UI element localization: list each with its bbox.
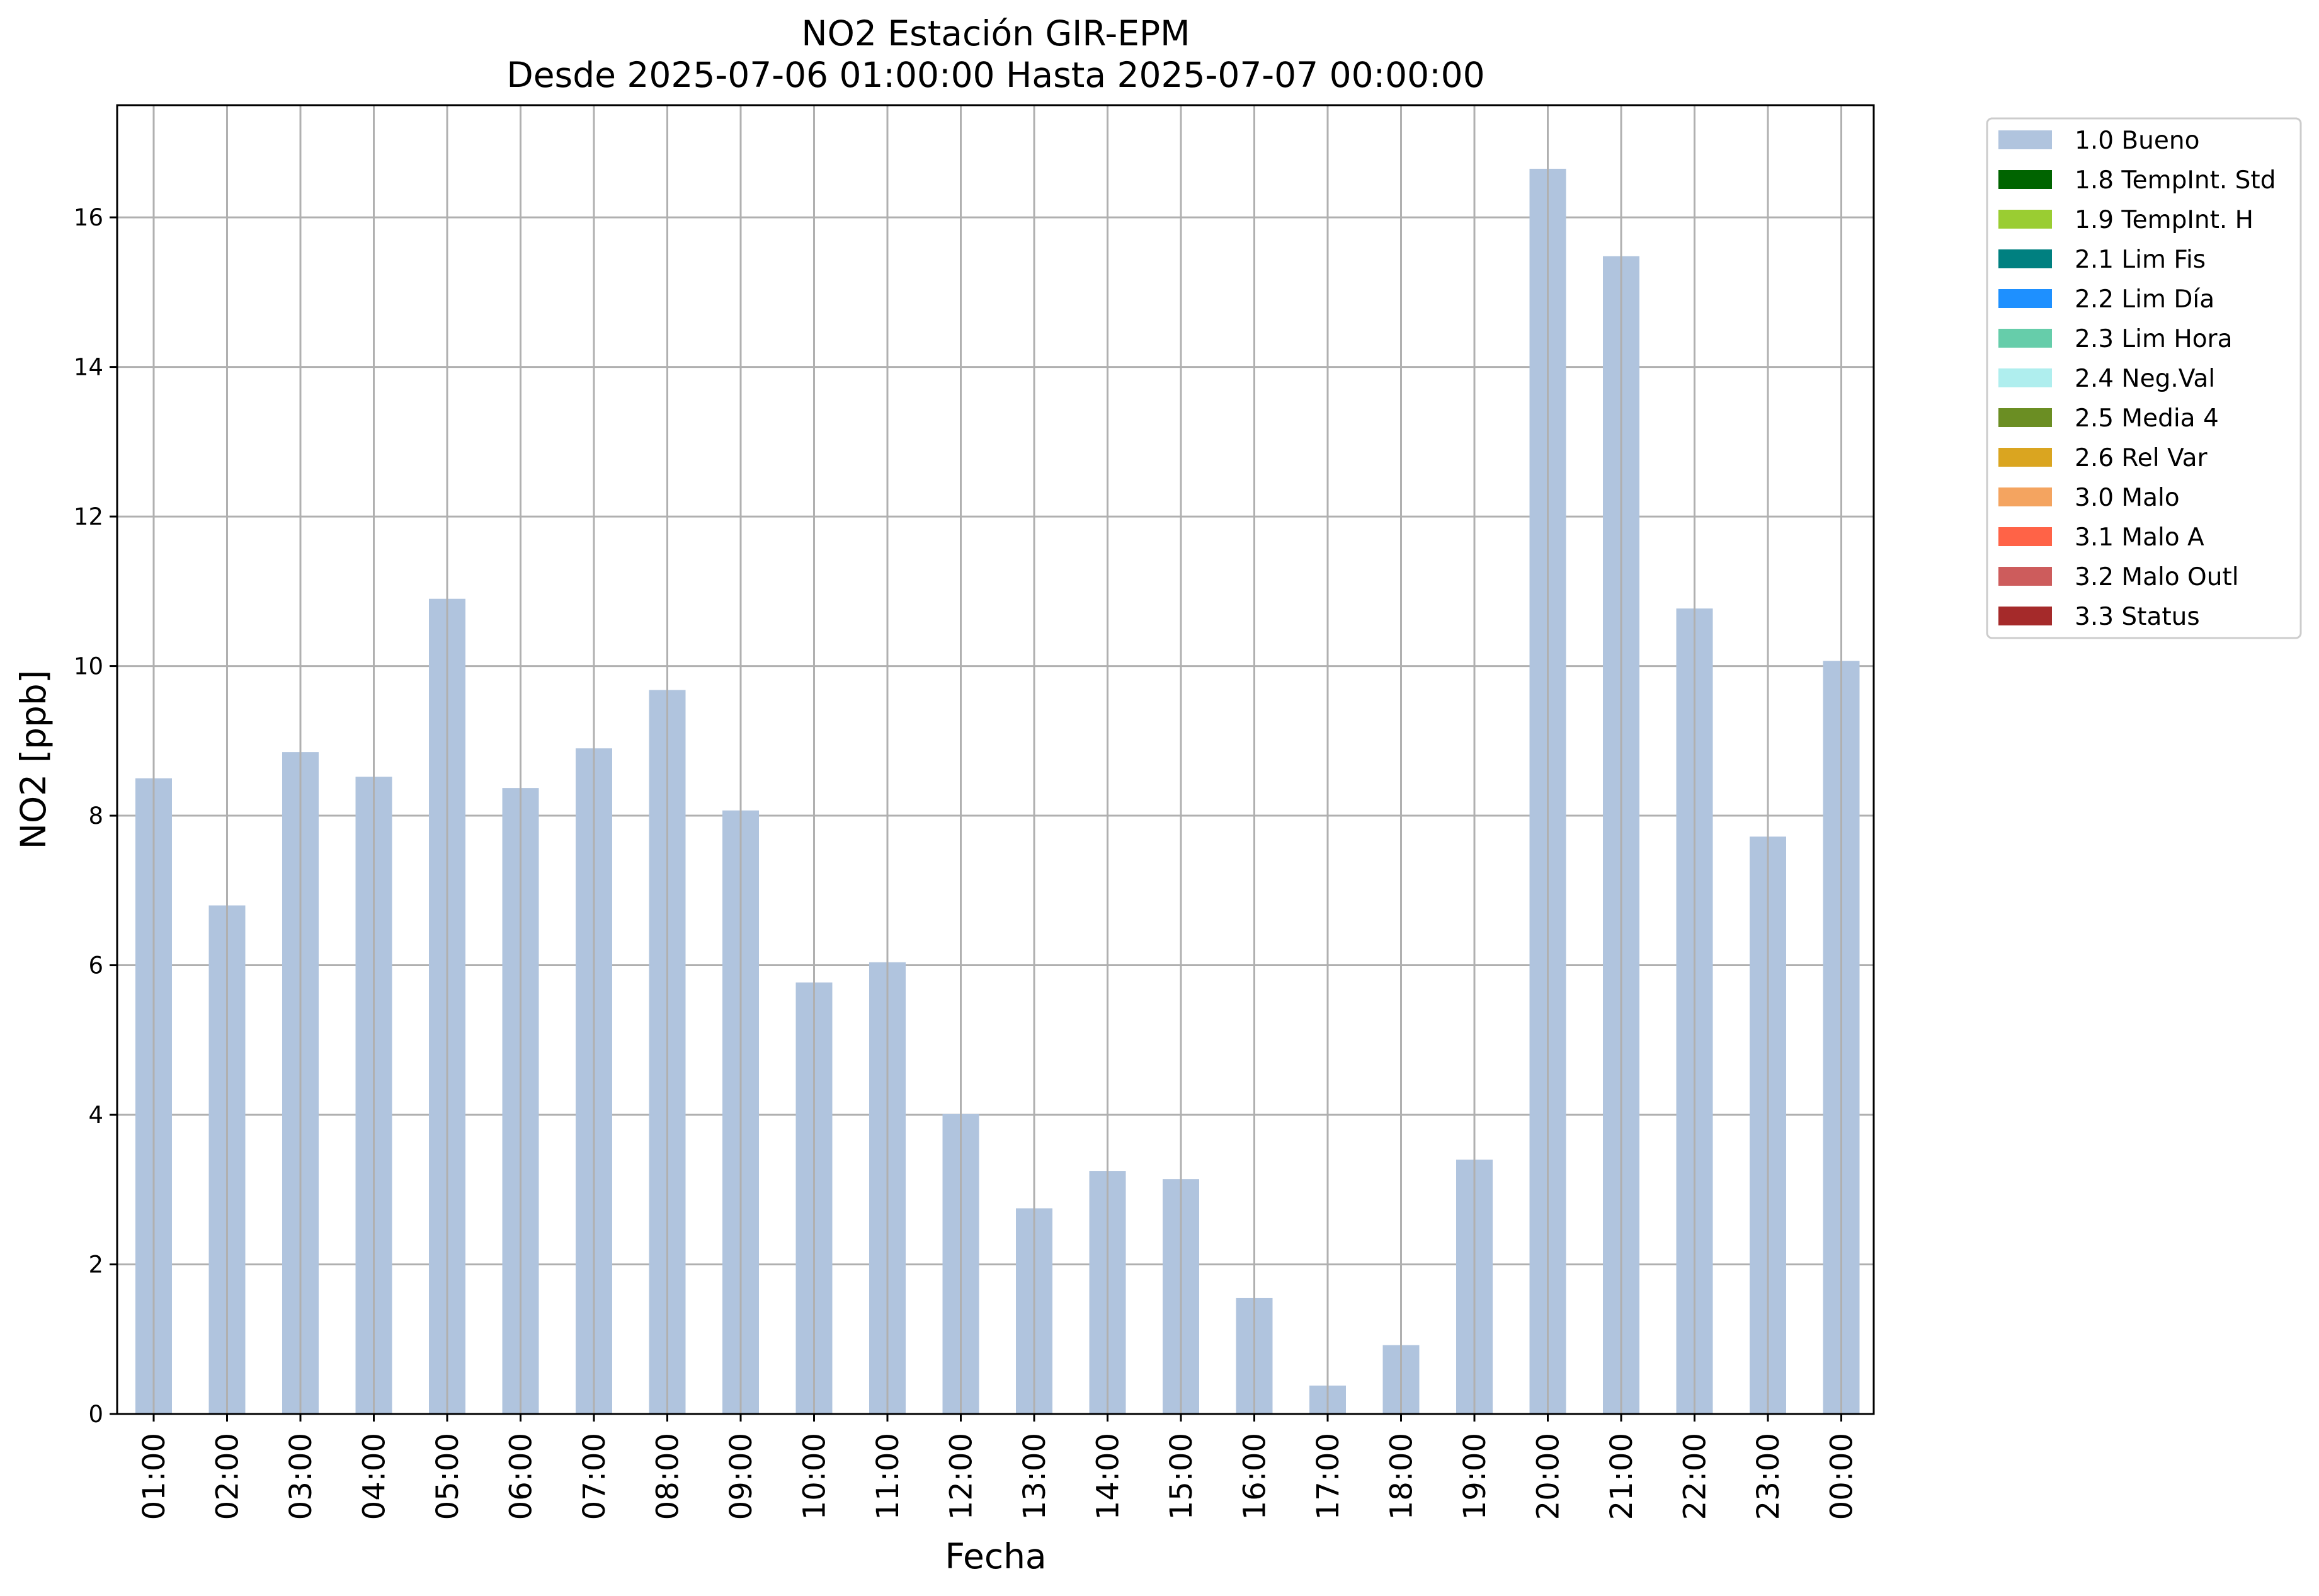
x-tick-label: 10:00 — [797, 1433, 833, 1520]
y-tick-label: 12 — [74, 503, 103, 530]
y-tick-label: 0 — [88, 1401, 103, 1428]
x-tick-label: 07:00 — [577, 1433, 612, 1520]
x-tick-label: 09:00 — [724, 1433, 759, 1520]
legend-swatch — [1998, 249, 2052, 268]
y-tick-label: 4 — [88, 1102, 103, 1129]
y-gridlines — [117, 216, 1874, 1266]
legend-label: 3.3 Status — [2075, 603, 2200, 631]
legend-swatch — [1998, 408, 2052, 427]
legend-label: 2.1 Lim Fis — [2075, 246, 2206, 274]
legend-swatch — [1998, 487, 2052, 506]
legend-swatch — [1998, 448, 2052, 467]
x-tick-label: 20:00 — [1531, 1433, 1566, 1520]
legend-label: 2.3 Lim Hora — [2075, 325, 2233, 353]
legend-swatch — [1998, 368, 2052, 387]
chart-legend: 1.0 Bueno 1.8 TempInt. Std 1.9 TempInt. H 2… — [1986, 117, 2302, 639]
chart-subtitle: Desde 2025-07-06 01:00:00 Hasta 2025-07-… — [506, 55, 1484, 95]
x-tick-label: 11:00 — [870, 1433, 906, 1520]
bar-series — [135, 168, 1860, 1415]
x-gridlines-overlay — [152, 105, 1842, 1414]
legend-label: 2.6 Rel Var — [2075, 444, 2208, 472]
x-tick-label: 14:00 — [1091, 1433, 1126, 1520]
x-tick-label: 05:00 — [430, 1433, 465, 1520]
x-tick-label: 15:00 — [1164, 1433, 1199, 1520]
legend-label: 3.2 Malo Outl — [2075, 563, 2239, 591]
legend-label: 3.1 Malo A — [2075, 523, 2204, 552]
x-axis-label: Fecha — [945, 1536, 1046, 1576]
x-tick-label: 01:00 — [137, 1433, 172, 1520]
legend-label: 3.0 Malo — [2075, 484, 2180, 512]
legend-label: 1.8 TempInt. Std — [2075, 166, 2276, 195]
legend-swatch — [1998, 527, 2052, 546]
y-tick-label: 2 — [88, 1251, 103, 1279]
x-tick-label: 23:00 — [1751, 1433, 1786, 1520]
x-tick-label: 16:00 — [1238, 1433, 1273, 1520]
x-tick-label: 08:00 — [651, 1433, 686, 1520]
y-tick-label: 10 — [74, 653, 103, 680]
plot-area-frame — [116, 104, 1875, 1415]
x-tick-label: 03:00 — [283, 1433, 319, 1520]
y-tick-label: 8 — [88, 802, 103, 829]
legend-swatch — [1998, 130, 2052, 149]
x-tick-label: 06:00 — [504, 1433, 539, 1520]
legend-label: 2.4 Neg.Val — [2075, 365, 2215, 393]
x-tick-label: 19:00 — [1457, 1433, 1493, 1520]
legend-label: 2.5 Media 4 — [2075, 404, 2219, 433]
x-tick-label: 12:00 — [944, 1433, 979, 1520]
x-tick-label: 21:00 — [1604, 1433, 1639, 1520]
legend-swatch — [1998, 210, 2052, 229]
legend-swatch — [1998, 607, 2052, 625]
y-tick-label: 16 — [74, 204, 103, 231]
y-tick-label: 6 — [88, 952, 103, 979]
x-tick-label: 13:00 — [1017, 1433, 1052, 1520]
legend-swatch — [1998, 329, 2052, 348]
x-tick-label: 00:00 — [1825, 1433, 1860, 1520]
legend-label: 1.0 Bueno — [2075, 127, 2199, 155]
legend-frame — [1986, 117, 2302, 639]
legend-swatch — [1998, 170, 2052, 189]
x-tick-label: 02:00 — [210, 1433, 246, 1520]
x-axis-ticks: 01:00 02:00 03:00 04:00 05:00 06:00 07:00 08:00… — [137, 1414, 1860, 1520]
legend-swatch — [1998, 289, 2052, 308]
y-axis-label: NO2 [ppb] — [13, 670, 54, 850]
x-tick-label: 17:00 — [1311, 1433, 1346, 1520]
x-tick-label: 22:00 — [1678, 1433, 1713, 1520]
legend-label: 2.2 Lim Día — [2075, 285, 2214, 314]
x-tick-label: 18:00 — [1384, 1433, 1420, 1520]
chart-title: NO2 Estación GIR-EPM — [801, 13, 1190, 54]
y-axis-ticks: 0 2 4 6 8 10 12 14 16 — [74, 204, 117, 1428]
legend-swatch — [1998, 567, 2052, 586]
x-tick-label: 04:00 — [357, 1433, 392, 1520]
legend-label: 1.9 TempInt. H — [2075, 206, 2253, 234]
y-tick-label: 14 — [74, 354, 103, 381]
